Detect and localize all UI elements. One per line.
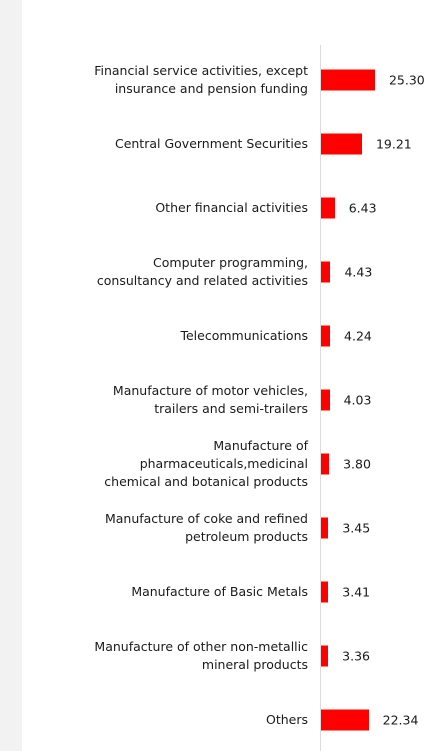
bar [321,389,330,411]
value-label: 4.03 [343,392,372,408]
category-label: Manufacture of pharmaceuticals,medicinal… [104,438,308,489]
bar [321,69,375,91]
category-label: Manufacture of other non-metallic minera… [94,639,308,672]
value-label: 3.41 [342,584,371,600]
bar [321,709,369,731]
category-label: Computer programming, consultancy and re… [96,255,308,288]
category-label: Telecommunications [180,328,308,343]
value-label: 3.36 [342,648,370,664]
value-label: 19.21 [375,136,412,152]
value-label: 6.43 [348,200,377,216]
category-label: Manufacture of motor vehicles, trailers … [112,383,308,416]
axis-line [320,45,321,751]
category-label: Other financial activities [155,200,308,215]
value-label: 4.43 [344,264,373,280]
side-strip [0,0,22,751]
category-label: Manufacture of coke and refined petroleu… [104,511,308,544]
value-label: 25.30 [388,72,425,88]
bar [321,645,329,667]
category-label: Manufacture of Basic Metals [131,584,308,599]
bar [321,133,362,155]
value-label: 22.34 [382,712,419,728]
bar [321,325,331,347]
bar [321,581,329,603]
category-label: Central Government Securities [114,136,308,151]
value-label: 3.80 [343,456,371,472]
category-label: Others [265,712,308,727]
value-label: 4.24 [344,328,372,344]
bar [321,197,335,219]
category-label: Financial service activities, except ins… [94,63,308,96]
value-label: 3.45 [342,520,371,536]
bar [321,261,331,283]
bar [321,517,329,539]
bar [321,453,330,475]
